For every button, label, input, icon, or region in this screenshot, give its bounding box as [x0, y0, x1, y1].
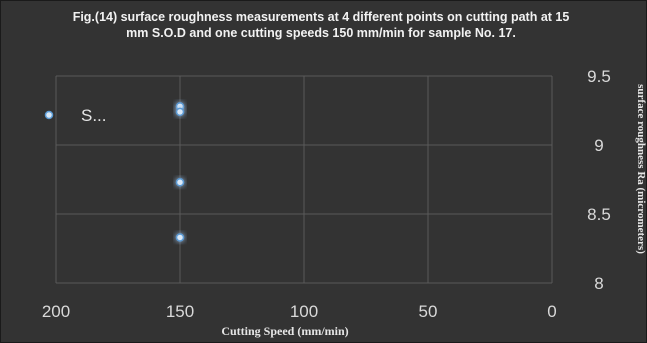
x-tick-label: 100	[290, 302, 318, 321]
x-tick-label: 150	[166, 302, 194, 321]
y-tick-label: 8	[594, 274, 603, 293]
legend-marker	[44, 110, 54, 120]
y-tick-label: 9.5	[587, 67, 611, 86]
x-tick-label: 0	[547, 302, 556, 321]
x-tick-label: 50	[419, 302, 438, 321]
legend: S...	[21, 106, 107, 125]
x-tick-label: 200	[42, 302, 70, 321]
gridlines	[55, 75, 553, 284]
chart-title: Fig.(14) surface roughness measurements …	[72, 10, 570, 40]
y-tick-label: 9	[594, 136, 603, 155]
tick-labels: 200 150 100 50 0 8 8.5 9 9.5	[42, 67, 611, 321]
legend-label: S...	[81, 106, 107, 125]
series-group	[175, 102, 185, 242]
data-point	[175, 233, 185, 242]
x-axis-label: Cutting Speed (mm/min)	[221, 324, 348, 338]
data-point	[175, 107, 185, 117]
y-tick-label: 8.5	[587, 205, 611, 224]
y-axis-label: surface roughness Ra (micrometers)	[635, 84, 646, 254]
data-point	[175, 178, 185, 187]
